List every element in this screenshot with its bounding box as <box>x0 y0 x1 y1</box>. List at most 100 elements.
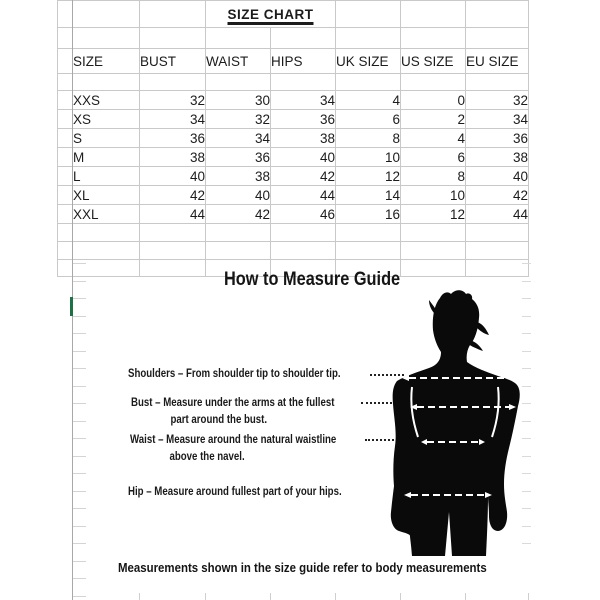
value-cell: 40 <box>205 185 271 205</box>
gridline-stub <box>73 420 86 422</box>
value-cell: 38 <box>139 147 206 167</box>
value-cell: 42 <box>270 166 336 186</box>
table-cell <box>57 27 73 49</box>
gridline-stub <box>522 333 531 334</box>
arrowhead <box>485 492 492 498</box>
size-label-cell: S <box>72 128 140 148</box>
gridline-stub <box>205 593 206 600</box>
table-cell <box>57 0 73 28</box>
table-cell <box>57 128 73 148</box>
table-cell <box>465 27 529 49</box>
value-cell: 36 <box>205 147 271 167</box>
value-cell: 6 <box>400 147 466 167</box>
value-cell: 42 <box>205 204 271 224</box>
table-cell <box>335 27 401 49</box>
gridline-stub <box>522 315 531 317</box>
gridline-stub <box>73 350 86 352</box>
column-header: UK SIZE <box>335 48 401 74</box>
table-cell <box>57 109 73 129</box>
table-cell <box>139 27 206 49</box>
table-cell <box>400 223 466 242</box>
gridline-stub <box>522 455 531 457</box>
gridline-stub <box>73 315 86 317</box>
value-cell: 8 <box>335 128 401 148</box>
table-cell <box>57 223 73 242</box>
value-cell: 32 <box>465 90 529 110</box>
value-cell: 32 <box>139 90 206 110</box>
table-cell <box>57 73 73 91</box>
gridline-stub <box>522 438 531 439</box>
guide-item-shoulders: Shoulders – From shoulder tip to shoulde… <box>128 366 341 383</box>
size-label-cell: M <box>72 147 140 167</box>
arrowhead <box>402 375 409 381</box>
gridline-stub <box>73 473 86 474</box>
value-cell: 44 <box>270 185 336 205</box>
table-cell <box>400 73 466 91</box>
table-cell <box>57 166 73 186</box>
value-cell: 16 <box>335 204 401 224</box>
value-cell: 36 <box>139 128 206 148</box>
table-cell <box>270 223 336 242</box>
table-cell <box>335 0 401 28</box>
gridline-stub <box>73 263 86 264</box>
guide-item-bust: Bust – Measure under the arms at the ful… <box>131 395 334 429</box>
gridline-stub <box>73 455 86 457</box>
dotted-leader-waist <box>365 439 409 441</box>
gridline-stub <box>522 525 531 527</box>
column-header: WAIST <box>205 48 271 74</box>
chart-title: SIZE CHART <box>205 0 336 28</box>
gridline-stub <box>73 595 86 597</box>
size-label-cell: XXL <box>72 204 140 224</box>
table-cell <box>139 73 206 91</box>
value-cell: 38 <box>270 128 336 148</box>
gridline-stub <box>522 403 531 404</box>
value-cell: 40 <box>270 147 336 167</box>
table-cell <box>57 185 73 205</box>
size-label-cell: XS <box>72 109 140 129</box>
value-cell: 34 <box>270 90 336 110</box>
gridline-stub <box>73 438 86 439</box>
guide-text: Shoulders – From shoulder tip to shoulde… <box>128 368 341 380</box>
gridline-stub <box>73 403 86 404</box>
guide-item-waist: Waist – Measure around the natural waist… <box>130 432 336 466</box>
gridline-stub <box>465 593 466 600</box>
table-row: S 36 34 38 8 4 36 <box>57 128 529 148</box>
value-cell: 4 <box>400 128 466 148</box>
gridline-stub <box>522 490 531 492</box>
gridline-stub <box>528 593 529 600</box>
female-body-silhouette <box>390 290 520 556</box>
table-cell <box>205 223 271 242</box>
table-cell <box>139 241 206 260</box>
value-cell: 14 <box>335 185 401 205</box>
table-cell <box>57 259 73 277</box>
gridline-stub <box>522 543 531 544</box>
arm-gap-right <box>491 386 500 438</box>
column-header: BUST <box>139 48 206 74</box>
table-cell <box>57 204 73 224</box>
gridline-stub <box>522 298 531 299</box>
value-cell: 32 <box>205 109 271 129</box>
gridline-stub <box>522 280 531 282</box>
table-cell <box>335 73 401 91</box>
guide-text: Hip – Measure around fullest part of you… <box>128 486 342 498</box>
value-cell: 44 <box>465 204 529 224</box>
table-row <box>57 223 529 242</box>
table-cell <box>270 27 336 49</box>
table-cell <box>205 73 271 91</box>
table-cell <box>72 223 140 242</box>
column-header: US SIZE <box>400 48 466 74</box>
table-cell <box>400 241 466 260</box>
table-cell <box>57 48 73 74</box>
value-cell: 44 <box>139 204 206 224</box>
table-row: L 40 38 42 12 8 40 <box>57 166 529 186</box>
value-cell: 36 <box>465 128 529 148</box>
gridline-stub <box>522 263 531 264</box>
table-cell <box>57 90 73 110</box>
value-cell: 46 <box>270 204 336 224</box>
table-cell <box>270 73 336 91</box>
value-cell: 42 <box>465 185 529 205</box>
table-cell <box>57 147 73 167</box>
table-row: XXS 32 30 34 4 0 32 <box>57 90 529 110</box>
value-cell: 0 <box>400 90 466 110</box>
table-cell <box>139 0 206 28</box>
